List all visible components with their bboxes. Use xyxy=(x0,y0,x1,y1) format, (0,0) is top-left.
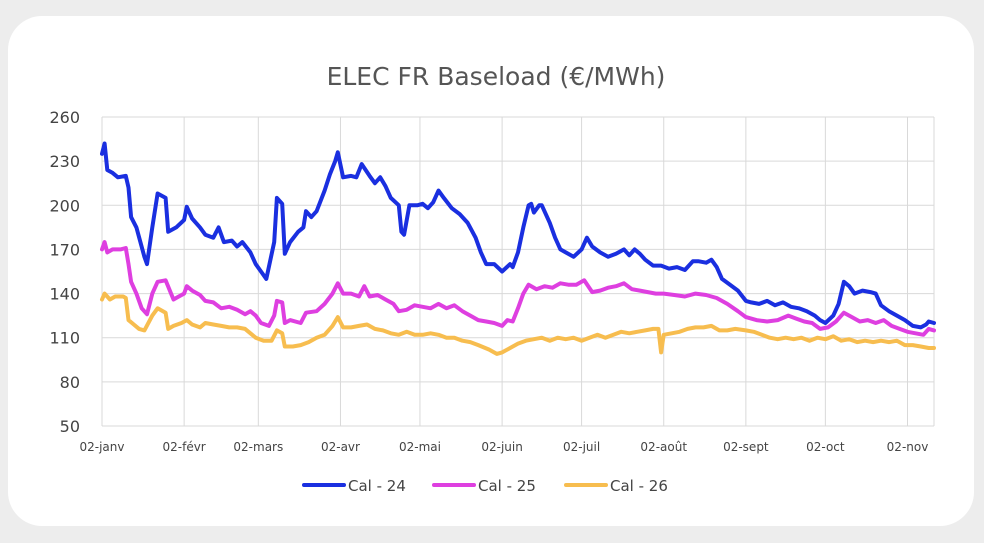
y-tick-label: 140 xyxy=(49,285,80,304)
x-tick-label: 02-févr xyxy=(163,440,206,454)
x-tick-label: 02-sept xyxy=(723,440,769,454)
legend-label: Cal - 26 xyxy=(610,477,668,495)
legend-item-cal-24[interactable]: Cal - 24 xyxy=(302,477,406,495)
x-tick-label: 02-mars xyxy=(233,440,283,454)
y-tick-label: 170 xyxy=(49,240,80,259)
line-chart: ELEC FR Baseload (€/MWh) 260 230 200 170 140… xyxy=(49,62,936,495)
x-tick-label: 02-juin xyxy=(481,440,522,454)
y-tick-label: 230 xyxy=(49,152,80,171)
x-tick-label: 02-mai xyxy=(399,440,441,454)
chart-title: ELEC FR Baseload (€/MWh) xyxy=(327,62,666,91)
y-tick-label: 260 xyxy=(49,108,80,127)
x-tick-label: 02-avr xyxy=(321,440,360,454)
legend-item-cal-25[interactable]: Cal - 25 xyxy=(432,477,536,495)
x-tick-label: 02-janv xyxy=(80,440,125,454)
y-tick-label: 80 xyxy=(60,373,80,392)
series-lines xyxy=(100,141,936,356)
legend-label: Cal - 24 xyxy=(348,477,406,495)
series-line-cal-26 xyxy=(100,291,936,356)
legend[interactable]: Cal - 24 Cal - 25 Cal - 26 xyxy=(302,477,668,495)
series-line-cal-24 xyxy=(100,141,936,330)
legend-item-cal-26[interactable]: Cal - 26 xyxy=(564,477,668,495)
y-tick-label: 110 xyxy=(49,329,80,348)
x-tick-label: 02-août xyxy=(640,440,687,454)
x-tick-label: 02-juil xyxy=(563,440,600,454)
y-tick-label: 200 xyxy=(49,196,80,215)
x-tick-label: 02-nov xyxy=(887,440,929,454)
y-axis-ticks: 260 230 200 170 140 110 80 50 xyxy=(49,108,80,436)
x-axis-ticks: 02-janv 02-févr 02-mars 02-avr 02-mai 02-juin… xyxy=(80,440,929,454)
grid xyxy=(101,116,935,427)
chart-card: ELEC FR Baseload (€/MWh) 260 230 200 170 140… xyxy=(8,16,974,526)
y-tick-label: 50 xyxy=(60,417,80,436)
x-tick-label: 02-oct xyxy=(806,440,845,454)
series-line-cal-25 xyxy=(100,240,936,337)
legend-label: Cal - 25 xyxy=(478,477,536,495)
